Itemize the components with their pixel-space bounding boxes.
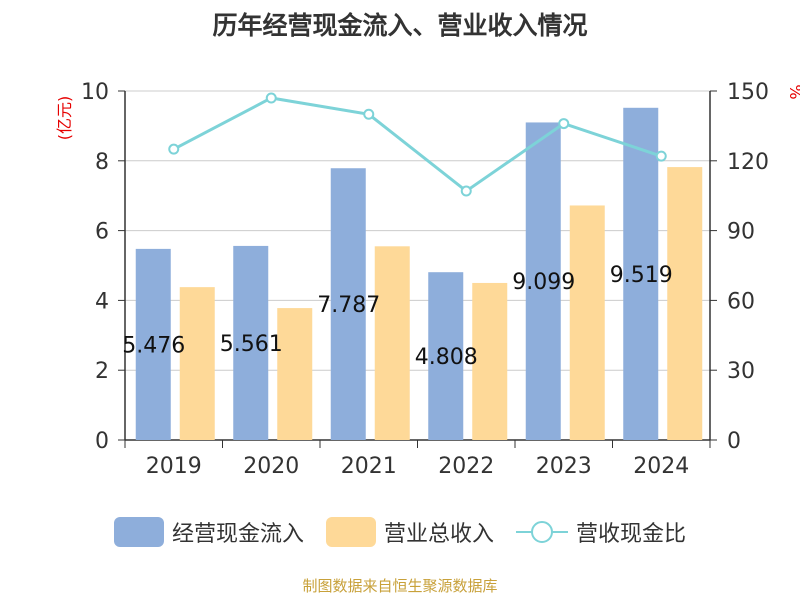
left-axis-tick-label: 2 [95,359,109,384]
x-axis-tick-label: 2021 [341,454,397,479]
bar-cash-inflow [623,107,659,441]
left-axis-tick-label: 0 [95,429,109,454]
legend-label-cash-inflow: 经营现金流入 [171,522,304,547]
left-axis-unit: (亿元) [55,96,74,141]
left-axis-tick-label: 4 [95,289,109,314]
bar-cash-inflow [525,122,561,441]
bar-revenue [667,167,703,440]
bar-cash-inflow [428,272,464,440]
legend-item-revenue[interactable]: 营业总收入 [325,516,494,548]
data-label-cash-inflow: 9.099 [512,270,575,295]
x-axis-tick-label: 2024 [633,454,689,479]
legend-item-ratio[interactable]: 营收现金比 [516,516,686,548]
ratio-point [655,150,667,162]
bar-cash-inflow [233,245,269,440]
bar-cash-inflow [330,168,366,440]
legend-label-revenue: 营业总收入 [383,522,494,547]
legend-swatch-ratio [516,517,568,547]
right-axis-tick-label: 60 [727,289,755,314]
right-axis-tick-label: 90 [727,220,755,245]
x-axis-tick-label: 2019 [146,454,202,479]
data-label-cash-inflow: 5.476 [122,333,185,358]
bar-revenue [569,205,605,440]
legend: 经营现金流入 营业总收入 营收现金比 [0,516,800,548]
right-axis-tick-label: 30 [727,359,755,384]
left-axis-tick-label: 6 [95,220,109,245]
bar-revenue [374,246,410,440]
legend-swatch-revenue [325,517,376,547]
data-label-cash-inflow: 9.519 [610,263,673,288]
chart-title: 历年经营现金流入、营业收入情况 [212,11,588,40]
left-axis-tick-label: 10 [81,80,109,105]
ratio-point [460,185,472,197]
x-axis-tick-label: 2022 [438,454,494,479]
legend-swatch-cash-inflow [113,517,164,547]
bar-cash-inflow [135,248,171,440]
data-source-note: 制图数据来自恒生聚源数据库 [302,577,498,595]
data-label-cash-inflow: 7.787 [317,293,380,318]
bar-revenue [472,282,508,440]
bar-revenue [277,308,313,440]
legend-item-cash-inflow[interactable]: 经营现金流入 [113,516,304,548]
bar-revenue [179,287,215,440]
data-label-cash-inflow: 4.808 [415,345,478,370]
x-axis-tick-label: 2020 [243,454,299,479]
legend-label-ratio: 营收现金比 [576,522,687,547]
right-axis-tick-label: 150 [727,80,769,105]
ratio-line [173,96,662,193]
ratio-point [265,92,277,104]
ratio-point [168,143,180,155]
right-axis-unit: % [786,84,800,99]
ratio-point [363,108,375,120]
x-axis-tick-label: 2023 [536,454,592,479]
right-axis-tick-label: 120 [727,150,769,175]
left-axis-tick-label: 8 [95,150,109,175]
right-axis-tick-label: 0 [727,429,741,454]
data-label-cash-inflow: 5.561 [220,332,283,357]
ratio-point [558,118,570,130]
